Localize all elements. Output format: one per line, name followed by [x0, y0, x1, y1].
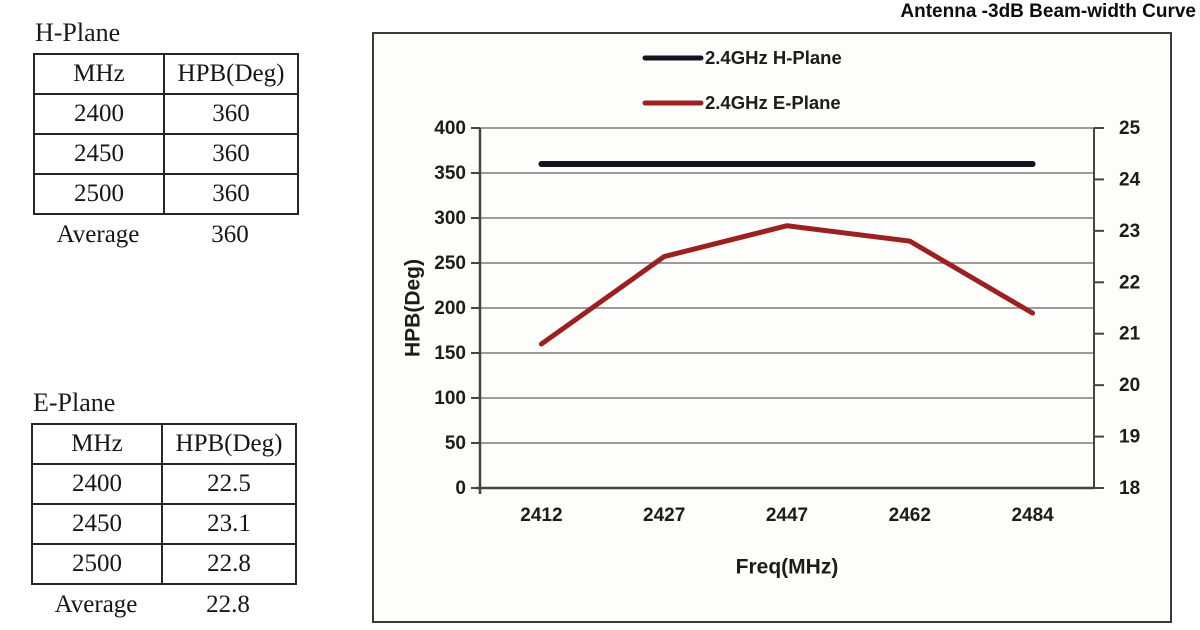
- chart-title: Antenna -3dB Beam-width Curve: [900, 1, 1196, 22]
- h-plane-title: H-Plane: [35, 18, 121, 47]
- e-plane-table: MHz HPB(Deg) 2400 22.5 2450 23.1 2500 22.8: [31, 423, 297, 585]
- left-tick-label: 0: [455, 478, 466, 499]
- left-tick-label: 250: [434, 253, 466, 274]
- column-header: HPB(Deg): [161, 423, 297, 465]
- h-plane-average-row: Average 360: [33, 218, 297, 252]
- left-tick-label: 350: [434, 163, 466, 184]
- table-cell: 2500: [31, 543, 163, 585]
- e-plane-average-row: Average 22.8: [31, 588, 295, 622]
- table-cell: 2450: [31, 503, 163, 545]
- x-tick-label: 2462: [889, 505, 931, 526]
- table-row: 2400 360: [33, 93, 299, 135]
- table-row: 2500 360: [33, 173, 299, 215]
- table-cell: 2450: [33, 133, 165, 175]
- average-value: 360: [211, 221, 249, 248]
- left-tick-label: 100: [434, 388, 466, 409]
- legend-label: 2.4GHz H-Plane: [705, 47, 842, 68]
- right-tick-label: 24: [1119, 169, 1141, 190]
- column-header: MHz: [31, 423, 163, 465]
- table-cell: 22.8: [161, 543, 297, 585]
- table-cell: 2500: [33, 173, 165, 215]
- table-row: 2500 22.8: [31, 543, 297, 585]
- average-label: Average: [56, 221, 140, 248]
- x-axis-title: Freq(MHz): [736, 556, 839, 579]
- table-cell: 360: [163, 133, 299, 175]
- table-row: 2400 22.5: [31, 463, 297, 505]
- left-tick-label: 400: [434, 118, 466, 139]
- right-tick-label: 18: [1119, 478, 1140, 499]
- table-cell: 2400: [33, 93, 165, 135]
- e-plane-table-section: E-Plane MHz HPB(Deg) 2400 22.5 2450 23.1 2500 2…: [31, 388, 297, 622]
- right-tick-label: 23: [1119, 221, 1140, 242]
- left-axis-title: HPB(Deg): [402, 259, 425, 357]
- table-row: 2450 360: [33, 133, 299, 175]
- left-tick-label: 150: [434, 343, 466, 364]
- column-header: HPB(Deg): [163, 53, 299, 95]
- table-row: 2450 23.1: [31, 503, 297, 545]
- h-plane-table-section: H-Plane MHz HPB(Deg) 2400 360 2450 360 2500 360…: [33, 18, 299, 252]
- x-tick-label: 2412: [520, 505, 562, 526]
- left-tick-label: 50: [445, 433, 466, 454]
- right-tick-label: 25: [1119, 118, 1141, 139]
- h-plane-table: MHz HPB(Deg) 2400 360 2450 360 2500 360: [33, 53, 299, 215]
- right-tick-label: 21: [1119, 324, 1141, 345]
- left-tick-label: 300: [434, 208, 466, 229]
- table-cell: 2400: [31, 463, 163, 505]
- e-plane-series-line: [538, 223, 1036, 347]
- right-tick-label: 19: [1119, 427, 1140, 448]
- legend-label: 2.4GHz E-Plane: [705, 92, 841, 113]
- x-tick-label: 2427: [643, 505, 685, 526]
- right-tick-label: 22: [1119, 272, 1140, 293]
- table-cell: 360: [163, 93, 299, 135]
- average-value: 22.8: [206, 591, 250, 618]
- beam-width-chart: 400 350 300 250 200 150 100 50 0 25 24 23 22 21 20 19 18…: [402, 47, 1141, 579]
- table-cell: 23.1: [161, 503, 297, 545]
- average-label: Average: [54, 591, 138, 618]
- right-tick-label: 20: [1119, 375, 1140, 396]
- table-cell: 22.5: [161, 463, 297, 505]
- x-tick-label: 2447: [766, 505, 808, 526]
- table-cell: 360: [163, 173, 299, 215]
- e-plane-title: E-Plane: [33, 388, 116, 417]
- left-tick-label: 200: [434, 298, 466, 319]
- column-header: MHz: [33, 53, 165, 95]
- chart-frame: 400 350 300 250 200 150 100 50 0 25 24 23 22 21 20 19 18…: [372, 32, 1172, 623]
- x-tick-label: 2484: [1011, 505, 1054, 526]
